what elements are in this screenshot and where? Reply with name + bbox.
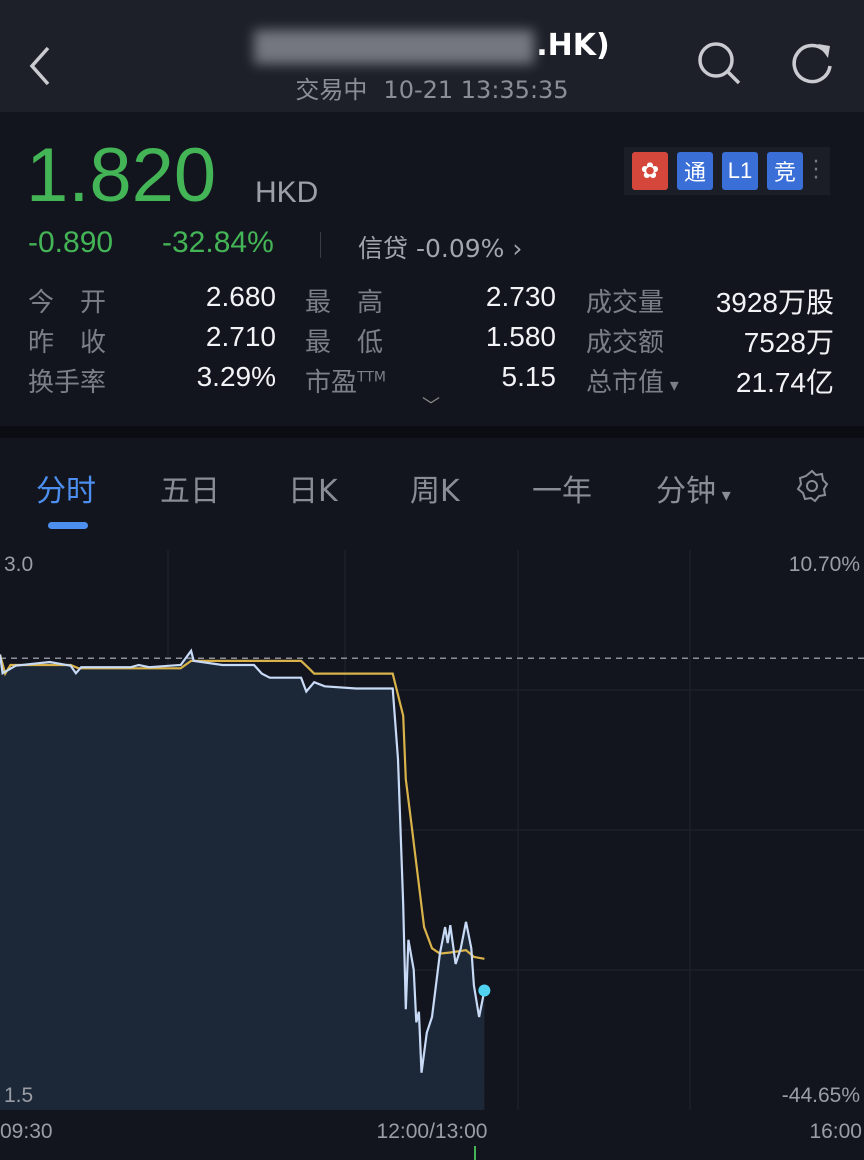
last-price: 1.820 (26, 133, 217, 218)
price-change-pct: -32.84% (162, 226, 274, 259)
stat-value: 2.680 (205, 281, 276, 312)
stat-value: 7528万 (743, 327, 834, 358)
stat-label: 今 开 (28, 282, 106, 319)
tab-label: 日K (288, 474, 338, 509)
stat-label: 成交量 (586, 282, 664, 319)
stat-label-text: 总市值 (586, 368, 665, 398)
intraday-chart[interactable]: 3.0 1.5 10.70% -44.65% 09:30 12:00/13:00 16:00 (0, 540, 864, 1160)
tab-label: 五日 (160, 474, 220, 509)
y-right-tick-label: -44.65% (782, 1084, 860, 1107)
divider (320, 232, 321, 258)
y-right-tick-label: 10.70% (789, 553, 860, 576)
y-tick-label: 1.5 (4, 1084, 33, 1107)
avg-price-line (0, 654, 485, 960)
chevron-down-icon[interactable]: ﹀ (422, 396, 440, 417)
x-tick-label: 16:00 (809, 1120, 862, 1143)
badge-connect[interactable]: 通 (677, 152, 713, 190)
market-badges[interactable]: ✿ 通 L1 竞 · · · (624, 147, 830, 195)
tab-label: 一年 (532, 474, 592, 509)
stat-label-text: 成交额 (586, 328, 665, 358)
dropdown-icon: ▾ (716, 485, 731, 506)
stat-value: 5.15 (501, 361, 557, 392)
tab-4[interactable]: 一年 (532, 466, 592, 510)
trading-status: 交易中 10-21 13:35:35 (0, 70, 864, 105)
top-bar: .HK) 交易中 10-21 13:35:35 (0, 0, 864, 112)
price-line (0, 648, 486, 1073)
last-price-dot (478, 984, 491, 997)
stat-label-text: 成交量 (586, 288, 665, 318)
tab-5[interactable]: 分钟 ▾ (656, 466, 731, 510)
stat-label[interactable]: 总市值 ▾ (586, 362, 679, 399)
x-tick-label: 09:30 (0, 1120, 53, 1143)
stat-label-text: 最 低 (305, 328, 384, 358)
y-tick-label: 3.0 (4, 553, 33, 576)
back-icon[interactable] (22, 40, 62, 90)
stat-value: 21.74亿 (735, 367, 834, 398)
stat-label-text: 昨 收 (28, 328, 107, 358)
hk-flag-icon[interactable]: ✿ (632, 152, 668, 190)
stock-title: .HK) (0, 28, 864, 64)
x-tick-label: 12:00/13:00 (377, 1120, 488, 1143)
tab-2[interactable]: 日K (288, 466, 338, 510)
price-change: -0.890 (28, 226, 114, 259)
tab-label: 分时 (36, 474, 96, 509)
tab-0[interactable]: 分时 (36, 466, 96, 510)
stat-sup: TTM (357, 369, 386, 386)
search-icon[interactable] (694, 38, 744, 88)
credit-label: 信贷 (358, 234, 409, 263)
stat-label-text: 最 高 (305, 288, 384, 318)
tab-3[interactable]: 周K (410, 466, 460, 510)
stat-label: 最 低 (305, 322, 383, 359)
stat-label-text: 市盈 (305, 368, 358, 398)
stat-label: 成交额 (586, 322, 664, 359)
stat-value: 1.580 (485, 321, 556, 352)
dropdown-icon: ▾ (664, 375, 679, 396)
stat-value: 3.29% (196, 361, 276, 392)
tab-label: 周K (410, 474, 460, 509)
badge-auction[interactable]: 竞 (767, 152, 803, 190)
refresh-icon[interactable] (788, 38, 838, 88)
blurred-stock-name (254, 29, 535, 64)
badge-l1[interactable]: L1 (722, 152, 758, 190)
stat-value: 2.710 (205, 321, 276, 352)
credit-link[interactable]: 信贷 -0.09% › (358, 229, 522, 265)
chevron-right-icon: › (512, 234, 523, 263)
stat-value: 2.730 (485, 281, 556, 312)
stat-label: 最 高 (305, 282, 383, 319)
tab-1[interactable]: 五日 (160, 466, 220, 510)
stat-label: 换手率 (28, 362, 106, 399)
settings-icon[interactable] (794, 468, 830, 504)
currency: HKD (255, 176, 319, 209)
section-divider (0, 426, 864, 438)
datetime-text: 10-21 13:35:35 (383, 76, 569, 104)
stat-label: 昨 收 (28, 322, 106, 359)
more-icon[interactable]: · · · (812, 150, 820, 191)
title-suffix: .HK) (536, 28, 610, 63)
active-tab-indicator (48, 522, 88, 529)
stat-label-text: 今 开 (28, 288, 107, 318)
stat-label: 市盈TTM (305, 362, 386, 399)
stat-value: 3928万股 (715, 287, 834, 318)
credit-value: -0.09% (415, 234, 505, 263)
tab-label: 分钟 (656, 474, 716, 509)
status-text: 交易中 (295, 76, 368, 104)
price-area-fill (0, 650, 485, 1110)
stat-label-text: 换手率 (28, 368, 107, 398)
